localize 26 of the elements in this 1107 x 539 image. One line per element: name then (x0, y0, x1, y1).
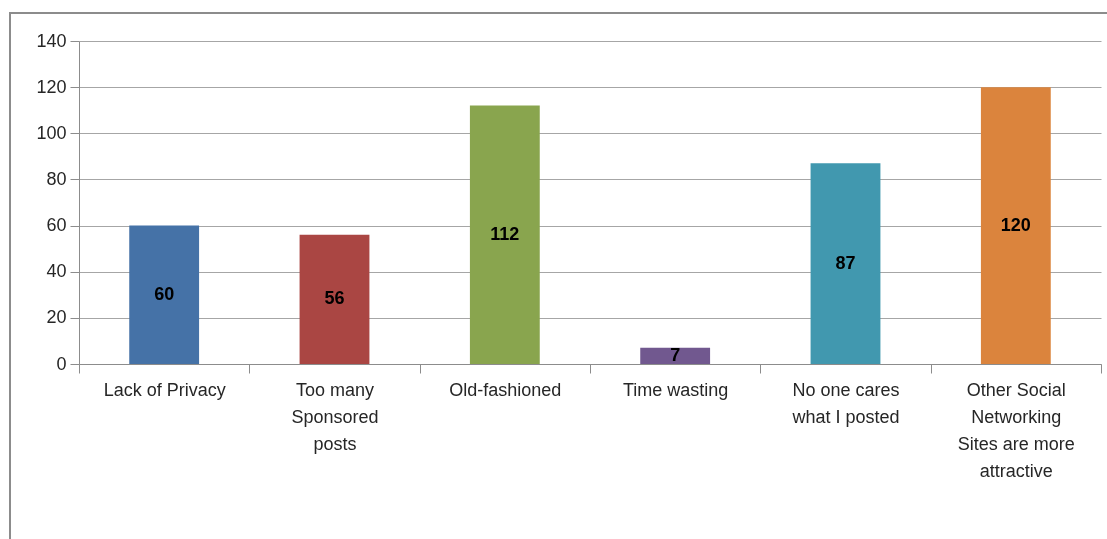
bar (469, 105, 540, 364)
y-tick-label: 0 (56, 353, 67, 374)
x-tick-label: Time wasting (622, 379, 729, 400)
bar (129, 225, 200, 364)
y-tick-label: 80 (46, 168, 67, 189)
x-tick-label: Old-fashioned (449, 379, 562, 400)
bar (980, 87, 1051, 364)
data-label: 87 (835, 252, 856, 273)
y-tick-label: 40 (46, 261, 67, 282)
x-tick-label: No one cares what I posted (791, 379, 900, 427)
y-tick-label: 100 (36, 122, 67, 143)
data-label: 120 (1000, 214, 1031, 235)
bar (640, 347, 711, 364)
x-tick-label: Lack of Privacy (103, 379, 226, 400)
data-label: 7 (670, 344, 681, 365)
x-tick-label: Too many Sponsored posts (291, 379, 379, 454)
x-tick-label: Other Social Networking Sites are more attractive (957, 379, 1075, 481)
data-label: 56 (324, 288, 345, 309)
bar (299, 234, 370, 364)
y-tick-label: 140 (36, 30, 67, 51)
bar (810, 163, 881, 364)
y-tick-label: 20 (46, 307, 67, 328)
data-label: 112 (490, 223, 520, 244)
data-label: 60 (154, 283, 175, 304)
y-tick-label: 120 (36, 76, 67, 97)
y-tick-label: 60 (46, 215, 67, 236)
